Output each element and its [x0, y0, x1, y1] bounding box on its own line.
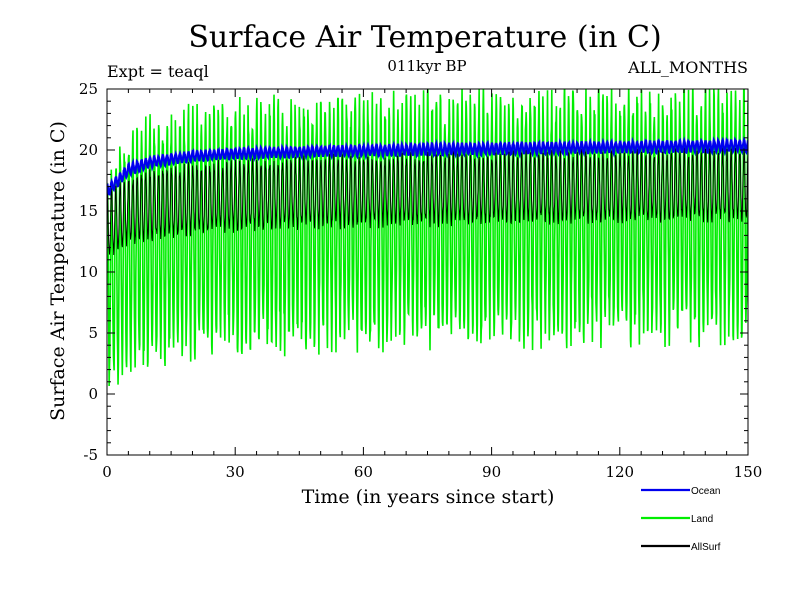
x-tick-label: 30 [226, 463, 245, 481]
x-tick-label: 0 [102, 463, 112, 481]
series-line-allsurf [107, 147, 748, 256]
series-line-land [107, 89, 748, 387]
x-tick-label: 90 [482, 463, 501, 481]
legend-label-land: Land [691, 514, 713, 525]
x-tick-label: 120 [605, 463, 634, 481]
chart-title: Surface Air Temperature (in C) [188, 20, 661, 55]
y-tick-label: 5 [88, 324, 98, 342]
y-tick-label: 20 [79, 141, 98, 159]
x-axis-label: Time (in years since start) [302, 486, 555, 508]
legend-label-allsurf: AllSurf [691, 542, 721, 553]
series-line-ocean [107, 136, 748, 196]
months-label: ALL_MONTHS [627, 58, 748, 77]
x-tick-label: 150 [734, 463, 763, 481]
y-axis-label: Surface Air Temperature (in C) [47, 121, 69, 421]
y-tick-label: 10 [79, 263, 98, 281]
y-tick-label: 25 [79, 80, 98, 98]
y-tick-label: 0 [88, 385, 98, 403]
chart-subtitle: 011kyr BP [387, 57, 466, 75]
y-tick-label: -5 [83, 446, 98, 464]
plot-frame [106, 88, 749, 456]
series-layer [107, 89, 748, 387]
y-tick-label: 15 [79, 202, 98, 220]
experiment-label: Expt = teaql [107, 62, 209, 81]
legend: Ocean Land AllSurf [641, 486, 721, 553]
x-tick-label: 60 [354, 463, 373, 481]
legend-label-ocean: Ocean [691, 486, 720, 497]
